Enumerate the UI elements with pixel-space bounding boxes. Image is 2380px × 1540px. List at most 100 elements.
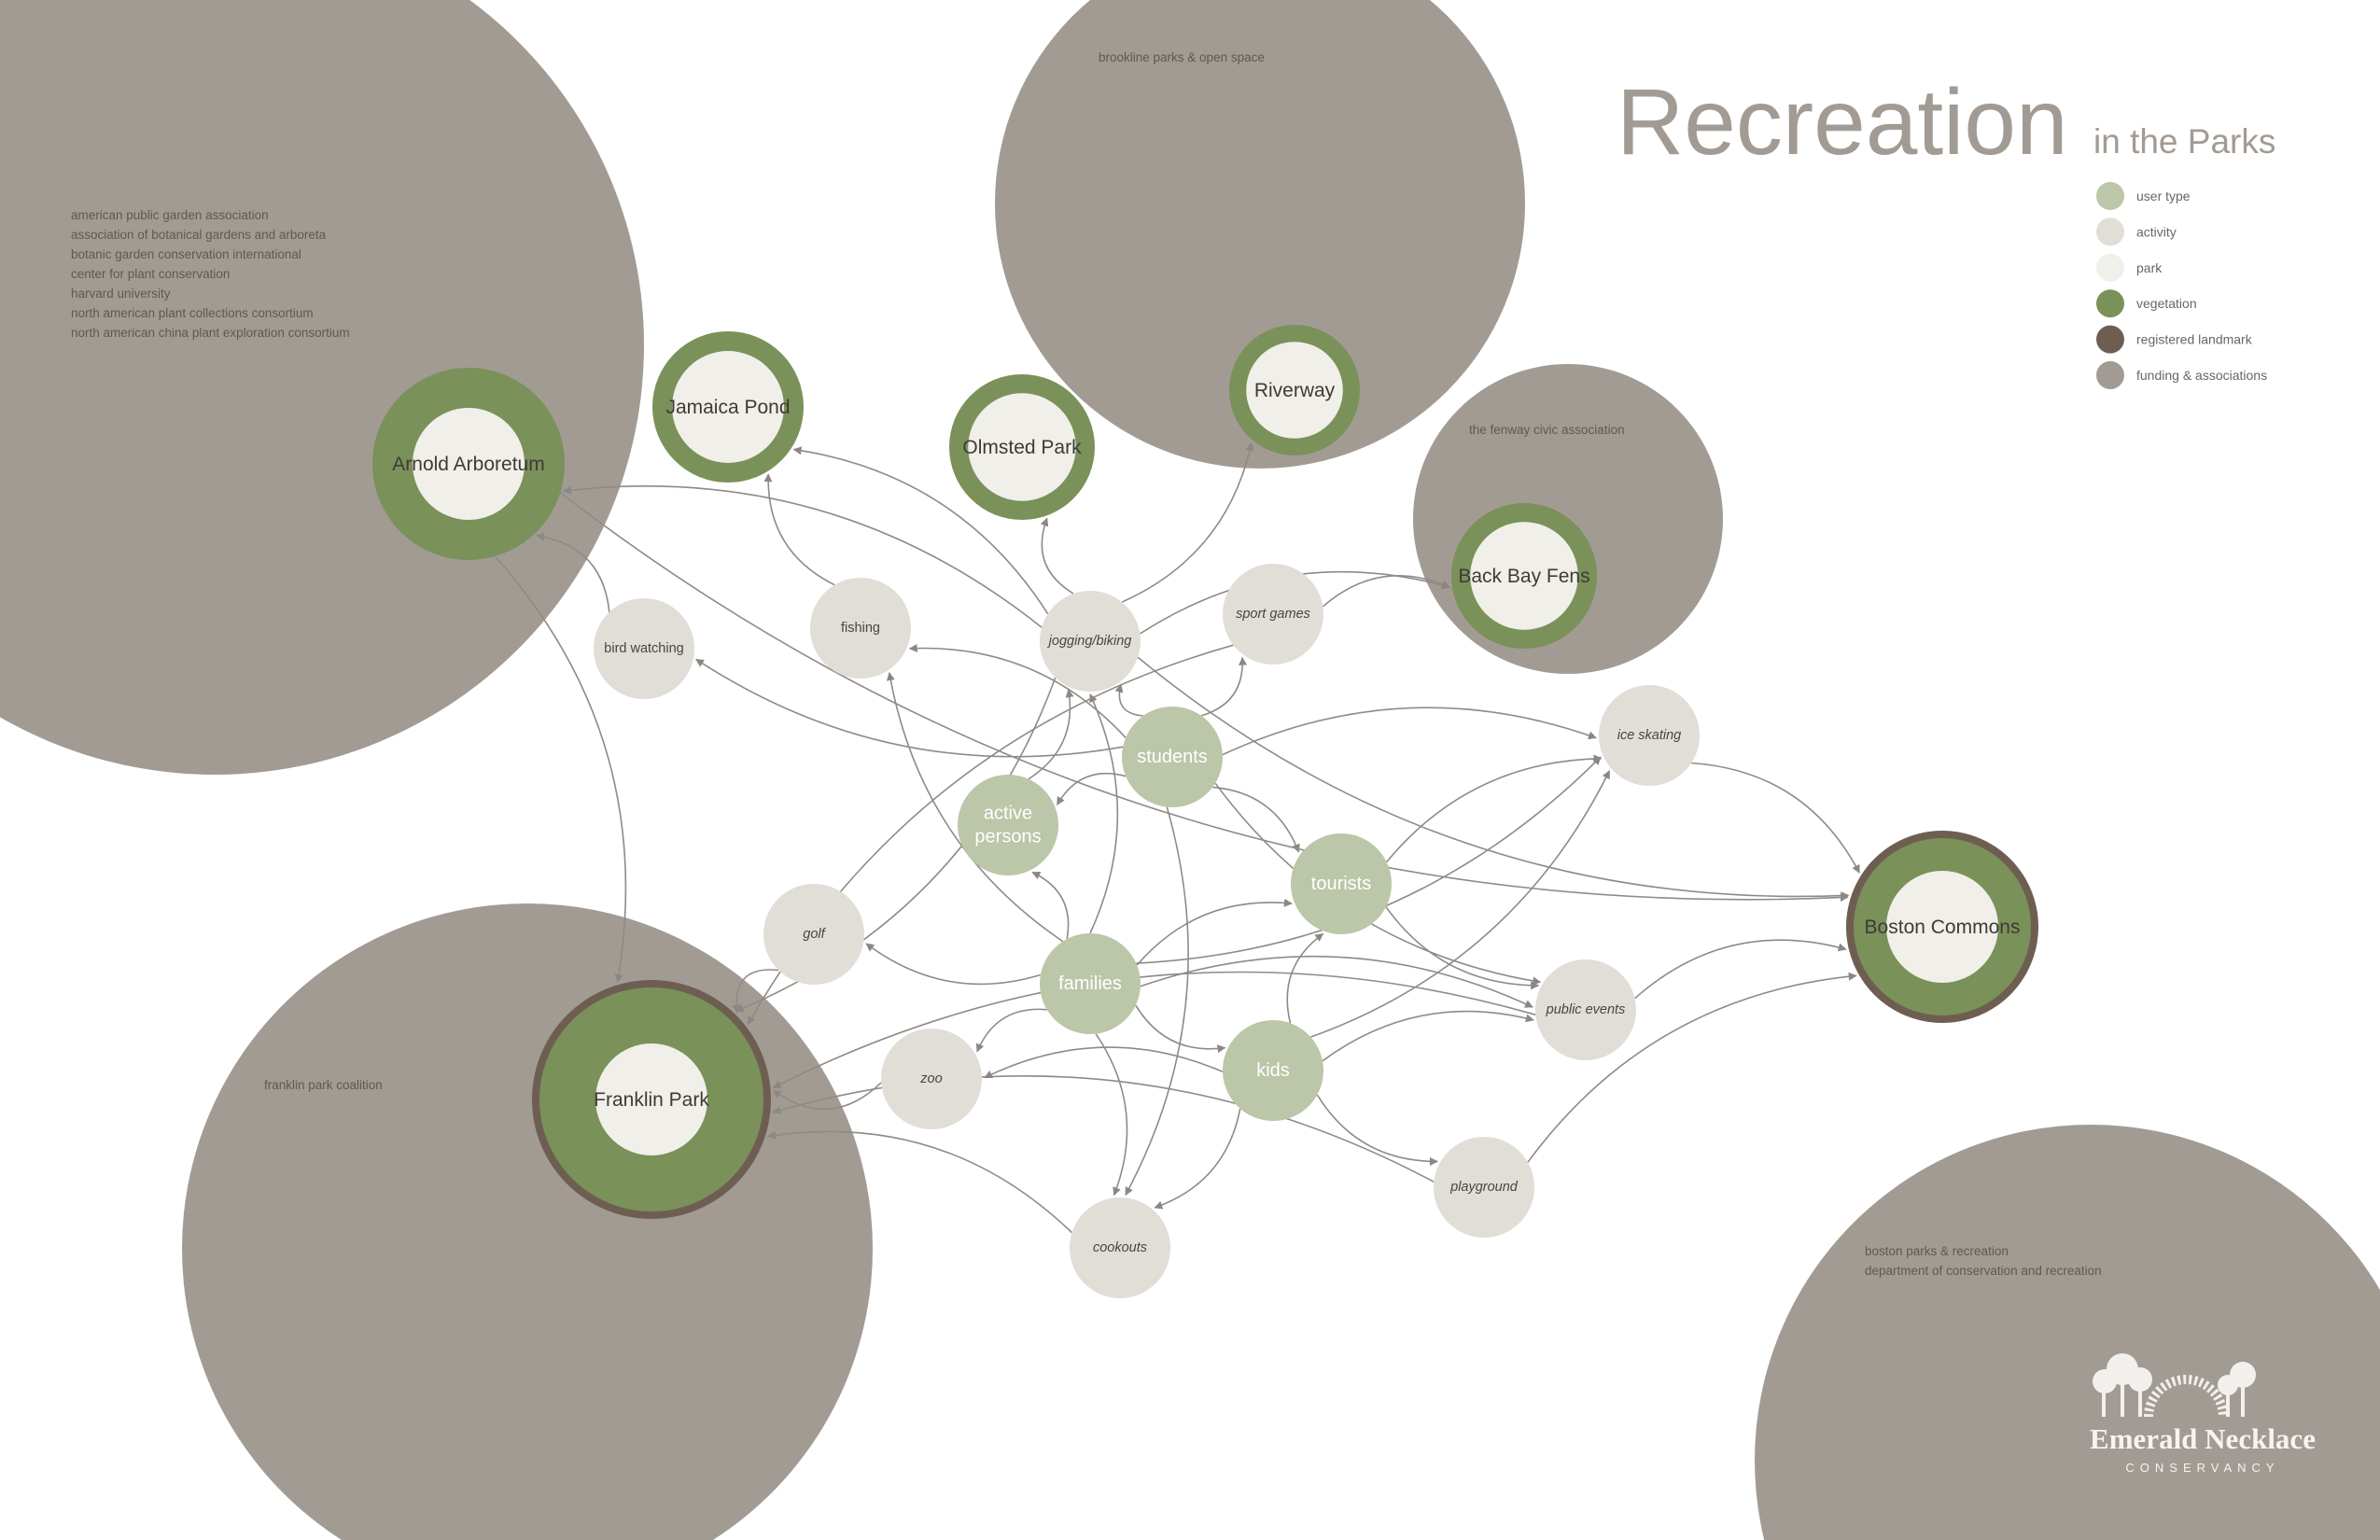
user-node-students[interactable]: students: [1122, 707, 1223, 807]
edge-families-to-golf: [865, 943, 1042, 986]
legend-swatch: [2096, 217, 2124, 246]
park-label-franklin: Franklin Park: [594, 1089, 709, 1111]
edge-students-to-iceskating: [1222, 707, 1597, 756]
activity-label-golf-line: golf: [803, 927, 826, 942]
edge-arnold-to-franklin: [494, 555, 627, 983]
park-label-olmsted: Olmsted Park: [962, 437, 1082, 458]
park-core: [1246, 342, 1343, 439]
user-node-active[interactable]: active persons: [958, 775, 1058, 875]
funding-line: american public garden association: [71, 208, 269, 222]
activity-label-sport-line: sport games: [1236, 607, 1310, 622]
funding-line: association of botanical gardens and arb…: [71, 228, 327, 242]
activity-circle: [763, 884, 864, 985]
park-node-backbay[interactable]: Back Bay Fens: [1451, 503, 1597, 649]
edge-jogging-to-olmsted: [1040, 517, 1074, 595]
funding-list-boston: boston parks & recreation department of …: [1865, 1244, 2102, 1278]
edge-jogging-to-riverway: [1121, 441, 1254, 603]
park-core: [1886, 871, 1998, 983]
tree-trunk: [2226, 1391, 2230, 1417]
legend-label: vegetation: [2136, 296, 2197, 311]
legend-label: funding & associations: [2136, 368, 2267, 383]
user-label-families: families: [1058, 973, 1122, 994]
park-label-backbay: Back Bay Fens: [1458, 566, 1589, 587]
activity-label-public-line: public events: [1546, 1002, 1626, 1017]
connection-arrows: [494, 441, 1860, 1234]
emerald-necklace-logo: Emerald Necklace CONSERVANCY: [2090, 1353, 2316, 1475]
activity-node-zoo[interactable]: zoo: [881, 1029, 982, 1129]
park-node-franklin[interactable]: Franklin Park: [532, 980, 771, 1219]
activity-node-playground[interactable]: playground: [1434, 1137, 1534, 1238]
activity-label-jogging-line: jogging/biking: [1047, 634, 1132, 649]
legend-item: registered landmark: [2096, 325, 2253, 354]
funding-circle-boston: [1755, 1125, 2380, 1540]
edge-families-to-tourists: [1136, 898, 1293, 966]
activity-node-public[interactable]: public events: [1535, 959, 1636, 1060]
edge-public-to-franklin: [772, 971, 1536, 1089]
funding-line: botanic garden conservation internationa…: [71, 247, 301, 261]
activity-label-fishing: fishing: [841, 621, 880, 636]
legend-label: park: [2136, 260, 2163, 275]
park-node-jamaica[interactable]: Jamaica Pond: [652, 331, 804, 483]
legend-label: user type: [2136, 189, 2191, 203]
edge-playground-to-boston: [1527, 972, 1857, 1163]
tree-trunk: [2121, 1381, 2124, 1417]
legend-item: activity: [2096, 217, 2177, 246]
activity-label-golf: golf: [803, 927, 826, 942]
edge-students-to-active: [1057, 772, 1127, 805]
edge-sport-to-backbay: [1322, 574, 1450, 608]
park-core: [595, 1043, 707, 1155]
park-node-riverway[interactable]: Riverway: [1229, 325, 1360, 455]
edge-families-to-iceskating: [1136, 756, 1602, 964]
funding-list-botanic: american public garden association assoc…: [71, 208, 350, 340]
user-label-students-line: students: [1137, 747, 1208, 767]
activity-label-jogging: jogging/biking: [1047, 634, 1132, 649]
edge-kids-to-iceskating: [1310, 770, 1611, 1038]
funding-line: north american plant collections consort…: [71, 306, 314, 320]
edge-kids-to-playground: [1316, 1094, 1438, 1166]
activity-node-fishing[interactable]: fishing: [810, 578, 911, 679]
user-label-kids: kids: [1256, 1060, 1290, 1081]
user-label-families-line: families: [1058, 973, 1122, 994]
park-node-boston[interactable]: Boston Commons: [1846, 831, 2038, 1023]
activity-node-cookouts[interactable]: cookouts: [1070, 1197, 1170, 1298]
logo-name: Emerald Necklace: [2090, 1422, 2316, 1455]
activity-label-playground-line: playground: [1449, 1180, 1519, 1195]
legend-item: user type: [2096, 182, 2191, 210]
activity-node-birdwatching[interactable]: bird watching: [594, 598, 694, 699]
user-node-tourists[interactable]: tourists: [1291, 833, 1392, 934]
activity-label-iceskating-line: ice skating: [1617, 728, 1682, 743]
edge-families-to-active: [1031, 871, 1070, 940]
tree-trunk: [2102, 1389, 2106, 1417]
park-node-olmsted[interactable]: Olmsted Park: [949, 374, 1095, 520]
activity-label-fishing-line: fishing: [841, 621, 880, 636]
edge-families-to-fishing: [886, 672, 1064, 943]
tree-trunk: [2241, 1383, 2245, 1417]
funding-line: center for plant conservation: [71, 267, 230, 281]
edge-families-to-public: [1140, 955, 1533, 1008]
park-label-riverway-line: Riverway: [1254, 380, 1336, 401]
funding-label-brookline: brookline parks & open space: [1099, 50, 1265, 64]
title-main: Recreation: [1617, 70, 2068, 175]
user-label-tourists: tourists: [1311, 874, 1371, 894]
user-label-active: active persons: [974, 804, 1041, 847]
park-label-jamaica-line: Jamaica Pond: [665, 397, 790, 418]
funding-labels: american public garden association assoc…: [71, 50, 2102, 1278]
activity-node-iceskating[interactable]: ice skating: [1599, 685, 1700, 786]
edge-cookouts-to-franklin: [767, 1130, 1073, 1234]
edge-tourists-to-iceskating: [1385, 754, 1603, 863]
activity-node-jogging[interactable]: jogging/biking: [1040, 591, 1141, 692]
edge-kids-to-tourists: [1286, 932, 1324, 1024]
legend-swatch: [2096, 182, 2124, 210]
edge-families-to-cookouts: [1095, 1033, 1128, 1197]
funding-line: department of conservation and recreatio…: [1865, 1264, 2102, 1278]
user-node-families[interactable]: families: [1040, 933, 1141, 1034]
activity-label-iceskating: ice skating: [1617, 728, 1682, 743]
activity-node-golf[interactable]: golf: [763, 884, 864, 985]
legend-item: vegetation: [2096, 289, 2197, 318]
park-label-jamaica: Jamaica Pond: [665, 397, 790, 418]
park-node-arnold[interactable]: Arnold Arboretum: [372, 368, 565, 560]
user-node-kids[interactable]: kids: [1223, 1020, 1323, 1121]
activity-node-sport[interactable]: sport games: [1223, 564, 1323, 665]
edge-jogging-to-boston: [1137, 656, 1850, 901]
edge-fishing-to-jamaica: [763, 473, 835, 586]
